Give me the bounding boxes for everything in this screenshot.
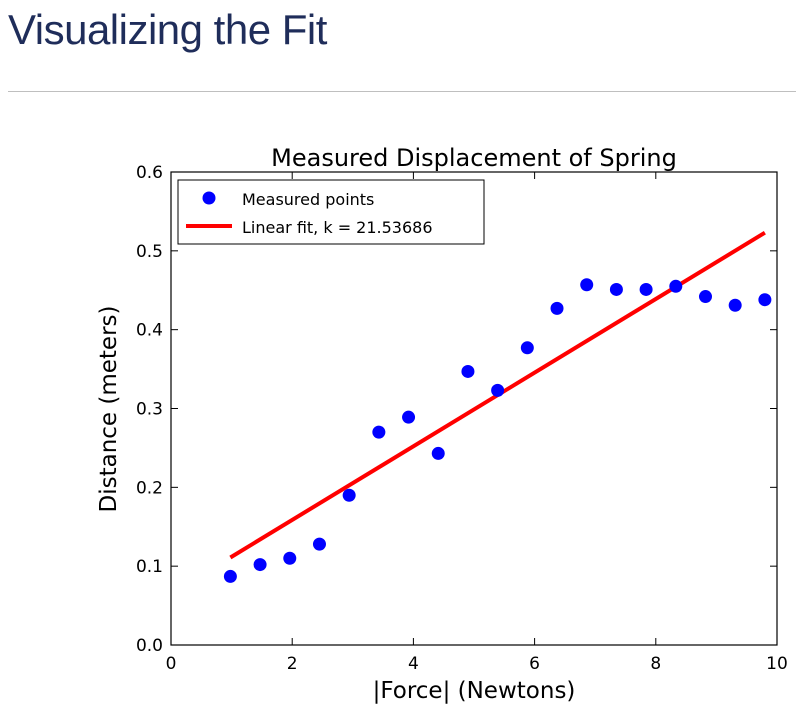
y-tick-label: 0.6 <box>136 163 163 183</box>
data-point <box>669 279 683 293</box>
y-tick-label: 0.1 <box>136 557 163 577</box>
x-axis: 0 2 4 6 8 10 <box>166 172 788 674</box>
legend-marker-measured <box>202 191 216 205</box>
y-tick-label: 0.3 <box>136 400 163 420</box>
x-tick-label: 2 <box>287 654 298 674</box>
x-tick-label: 0 <box>166 654 177 674</box>
legend-label-measured: Measured points <box>242 190 374 209</box>
data-point <box>372 425 386 439</box>
data-point <box>312 537 326 551</box>
data-point <box>520 341 534 355</box>
data-point <box>758 293 772 307</box>
legend-box <box>177 179 485 245</box>
x-tick-label: 8 <box>650 654 661 674</box>
data-point <box>728 298 742 312</box>
y-axis: 0.0 0.1 0.2 0.3 0.4 0.5 0.6 <box>136 163 777 656</box>
plot-marks <box>223 230 772 583</box>
slide-title: Visualizing the Fit <box>8 6 327 53</box>
y-tick-label: 0.2 <box>136 478 163 498</box>
legend: Measured points Linear fit, k = 21.53686 <box>177 179 485 245</box>
data-point <box>698 290 712 304</box>
y-tick-label: 0.5 <box>136 242 163 262</box>
x-axis-label: |Force| (Newtons) <box>373 678 576 704</box>
data-point <box>550 301 564 315</box>
data-point <box>609 282 623 296</box>
data-point <box>283 551 297 565</box>
chart-title: Measured Displacement of Spring <box>271 144 677 172</box>
y-axis-label: Distance (meters) <box>96 306 122 513</box>
data-point <box>639 282 653 296</box>
data-point <box>491 383 505 397</box>
data-point <box>580 278 594 292</box>
data-point <box>431 446 445 460</box>
legend-label-fit: Linear fit, k = 21.53686 <box>242 218 433 237</box>
data-point <box>253 558 267 572</box>
data-point <box>461 364 475 378</box>
data-point <box>223 569 237 583</box>
x-tick-label: 6 <box>529 654 540 674</box>
x-tick-label: 4 <box>408 654 419 674</box>
data-point <box>342 488 356 502</box>
data-point <box>402 410 416 424</box>
y-tick-label: 0.4 <box>136 321 163 341</box>
title-divider <box>8 91 796 92</box>
x-tick-label: 10 <box>766 654 788 674</box>
y-tick-label: 0.0 <box>136 636 163 656</box>
